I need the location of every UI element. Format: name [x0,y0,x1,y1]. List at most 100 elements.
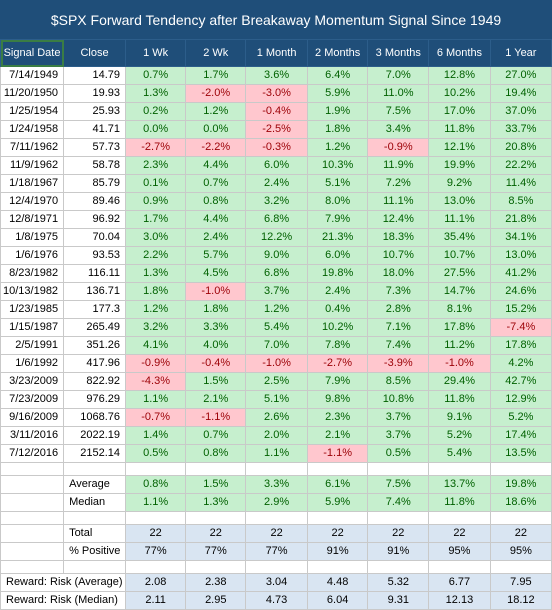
return-cell[interactable]: 42.7% [489,372,552,391]
empty-cell[interactable] [0,475,65,494]
return-cell[interactable]: 1.1% [245,444,308,463]
return-cell[interactable]: -1.0% [185,282,247,301]
return-cell[interactable]: 3.6% [245,66,308,85]
return-cell[interactable]: 5.7% [185,246,247,265]
return-cell[interactable]: 0.2% [125,102,187,121]
return-cell[interactable]: 12.2% [245,228,308,247]
reward-risk-value[interactable]: 18.12 [489,591,552,610]
close-cell[interactable]: 822.92 [63,372,127,391]
count-value[interactable]: 22 [125,524,187,543]
return-cell[interactable]: 19.4% [489,84,552,103]
return-cell[interactable]: 13.0% [489,246,552,265]
return-cell[interactable]: 1.5% [185,372,247,391]
signal-date-cell[interactable]: 7/23/2009 [0,390,65,409]
empty-cell[interactable] [185,560,247,574]
return-cell[interactable]: 5.1% [306,174,369,193]
return-cell[interactable]: 1.2% [245,300,308,319]
return-cell[interactable]: 2.3% [125,156,187,175]
return-cell[interactable]: 33.7% [489,120,552,139]
return-cell[interactable]: 11.0% [367,84,430,103]
return-cell[interactable]: -0.9% [367,138,430,157]
return-cell[interactable]: 0.8% [185,192,247,211]
return-cell[interactable]: 7.9% [306,372,369,391]
return-cell[interactable]: 41.2% [489,264,552,283]
return-cell[interactable]: 18.3% [367,228,430,247]
return-cell[interactable]: 12.9% [489,390,552,409]
signal-date-cell[interactable]: 1/15/1987 [0,318,65,337]
return-cell[interactable]: 7.4% [367,336,430,355]
return-cell[interactable]: 11.4% [489,174,552,193]
return-cell[interactable]: 6.8% [245,210,308,229]
column-header[interactable]: 2 Months [306,39,369,67]
signal-date-cell[interactable]: 3/11/2016 [0,426,65,445]
empty-cell[interactable] [428,511,491,525]
reward-risk-value[interactable]: 7.95 [489,573,552,592]
count-value[interactable]: 77% [125,542,187,561]
close-cell[interactable]: 116.11 [63,264,127,283]
return-cell[interactable]: 29.4% [428,372,491,391]
empty-cell[interactable] [428,560,491,574]
signal-date-cell[interactable]: 1/24/1958 [0,120,65,139]
return-cell[interactable]: 21.3% [306,228,369,247]
reward-risk-value[interactable]: 3.04 [245,573,308,592]
return-cell[interactable]: 1.2% [185,102,247,121]
empty-cell[interactable] [63,511,127,525]
return-cell[interactable]: 0.5% [125,444,187,463]
close-cell[interactable]: 89.46 [63,192,127,211]
return-cell[interactable]: -2.7% [306,354,369,373]
return-cell[interactable]: -0.9% [125,354,187,373]
return-cell[interactable]: 2.5% [245,372,308,391]
return-cell[interactable]: 35.4% [428,228,491,247]
return-cell[interactable]: 10.2% [306,318,369,337]
empty-cell[interactable] [63,560,127,574]
empty-cell[interactable] [306,511,369,525]
return-cell[interactable]: 5.4% [245,318,308,337]
return-cell[interactable]: -2.7% [125,138,187,157]
return-cell[interactable]: 2.4% [185,228,247,247]
signal-date-cell[interactable]: 8/23/1982 [0,264,65,283]
signal-date-cell[interactable]: 12/8/1971 [0,210,65,229]
signal-date-cell[interactable]: 2/5/1991 [0,336,65,355]
summary-value[interactable]: 7.4% [367,493,430,512]
close-cell[interactable]: 2022.19 [63,426,127,445]
return-cell[interactable]: 3.2% [245,192,308,211]
return-cell[interactable]: 1.8% [185,300,247,319]
return-cell[interactable]: -2.5% [245,120,308,139]
return-cell[interactable]: 6.0% [245,156,308,175]
return-cell[interactable]: 0.7% [185,426,247,445]
return-cell[interactable]: 1.3% [125,84,187,103]
return-cell[interactable]: 10.3% [306,156,369,175]
return-cell[interactable]: 10.2% [428,84,491,103]
count-value[interactable]: 22 [367,524,430,543]
summary-value[interactable]: 2.9% [245,493,308,512]
return-cell[interactable]: 6.4% [306,66,369,85]
empty-cell[interactable] [245,560,308,574]
return-cell[interactable]: 11.2% [428,336,491,355]
reward-risk-value[interactable]: 5.32 [367,573,430,592]
close-cell[interactable]: 57.73 [63,138,127,157]
return-cell[interactable]: 5.9% [306,84,369,103]
return-cell[interactable]: 4.4% [185,210,247,229]
empty-cell[interactable] [125,511,187,525]
close-cell[interactable]: 96.92 [63,210,127,229]
return-cell[interactable]: 6.0% [306,246,369,265]
count-value[interactable]: 77% [245,542,308,561]
signal-date-cell[interactable]: 9/16/2009 [0,408,65,427]
return-cell[interactable]: 3.7% [367,408,430,427]
empty-cell[interactable] [0,493,65,512]
return-cell[interactable]: 1.4% [125,426,187,445]
return-cell[interactable]: 3.7% [245,282,308,301]
column-header[interactable]: 1 Month [245,39,308,67]
empty-cell[interactable] [185,462,247,476]
empty-cell[interactable] [306,560,369,574]
return-cell[interactable]: 7.5% [367,102,430,121]
empty-cell[interactable] [367,462,430,476]
return-cell[interactable]: -0.4% [245,102,308,121]
count-value[interactable]: 22 [245,524,308,543]
return-cell[interactable]: 1.1% [125,390,187,409]
return-cell[interactable]: 10.7% [428,246,491,265]
return-cell[interactable]: 9.1% [428,408,491,427]
empty-cell[interactable] [489,462,552,476]
return-cell[interactable]: 9.0% [245,246,308,265]
return-cell[interactable]: 15.2% [489,300,552,319]
